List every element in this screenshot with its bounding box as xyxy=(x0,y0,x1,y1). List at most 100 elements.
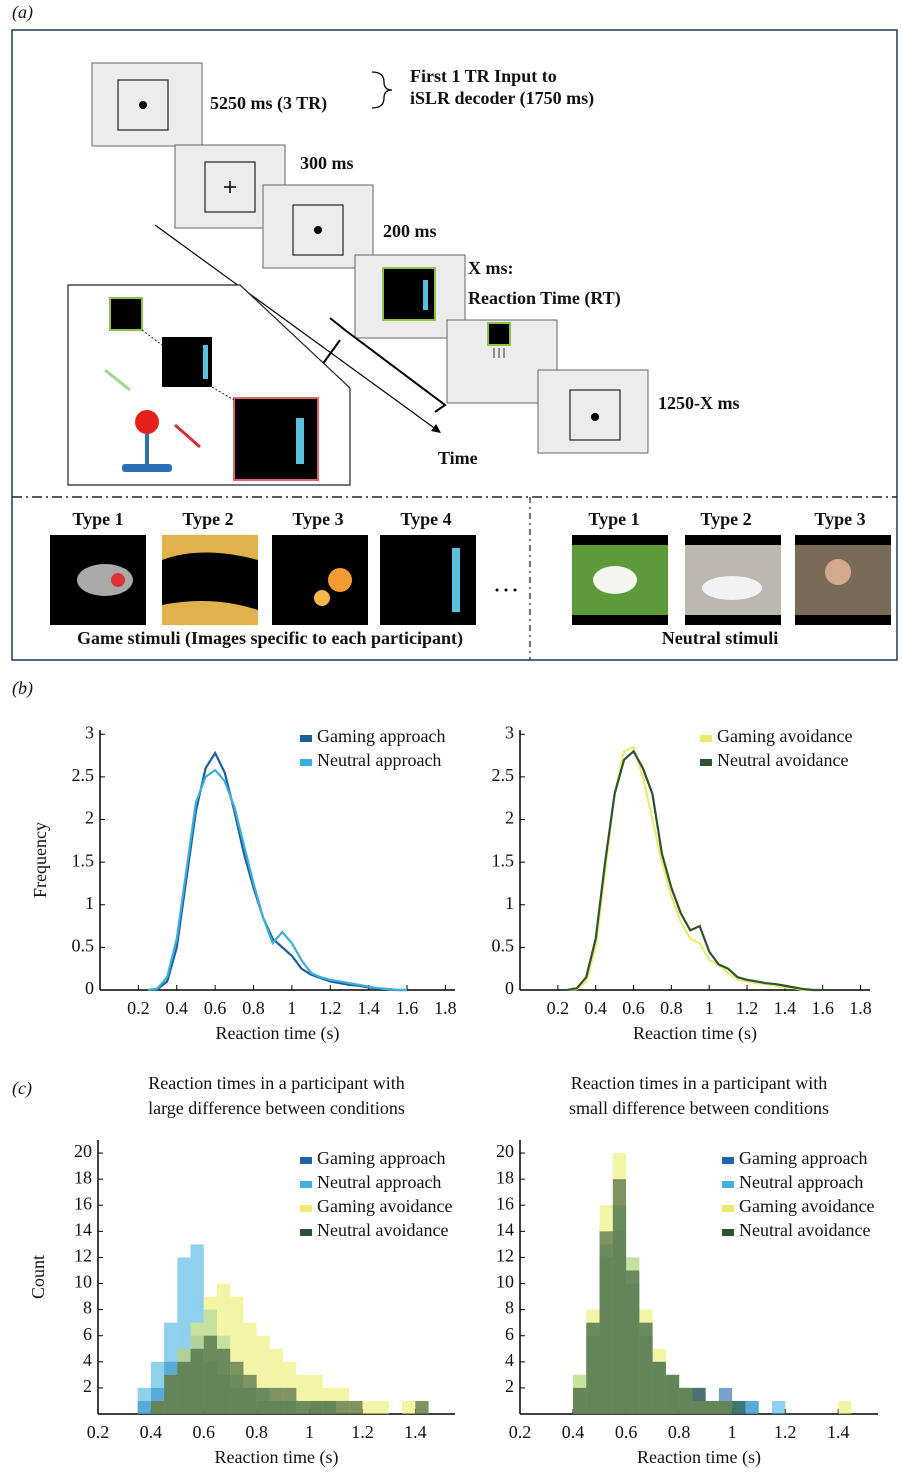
ellipsis-dot xyxy=(514,589,517,592)
fixation-dot xyxy=(314,226,322,234)
duration-label: X ms: xyxy=(468,258,514,278)
y-tick-label: 2 xyxy=(83,1376,92,1396)
image-detail xyxy=(825,559,851,585)
duration-label: 300 ms xyxy=(300,153,354,173)
legend-swatch xyxy=(722,1229,734,1236)
y-tick-label: 14 xyxy=(74,1219,92,1239)
stimulus-detail xyxy=(423,280,428,310)
histogram-bar xyxy=(362,1401,375,1414)
x-tick-label: 1.2 xyxy=(774,1422,797,1442)
caption: Neutral stimuli xyxy=(662,628,779,648)
legend-swatch xyxy=(722,1205,734,1212)
histogram-bar xyxy=(191,1349,204,1414)
x-tick-label: 1.4 xyxy=(774,998,797,1018)
image-detail xyxy=(702,576,762,600)
legend-swatch xyxy=(722,1157,734,1164)
panel-label: (c) xyxy=(12,1078,32,1099)
chart-title: large difference between conditions xyxy=(148,1098,405,1118)
y-tick-label: 0 xyxy=(505,978,514,998)
histogram-bar xyxy=(270,1388,283,1414)
panel-a: (a) 5250 ms (3 TR) 300 ms 200 ms X ms: R… xyxy=(12,2,897,660)
legend-label: Neutral avoidance xyxy=(739,1220,870,1240)
arrow-head xyxy=(431,424,441,433)
legend-swatch xyxy=(300,1229,312,1236)
panel-label: (b) xyxy=(12,678,33,699)
x-tick-label: 0.8 xyxy=(668,1422,691,1442)
y-tick-label: 1.5 xyxy=(492,850,515,870)
legend-swatch xyxy=(300,759,312,766)
histogram-bar xyxy=(243,1375,256,1414)
x-tick-label: 0.4 xyxy=(140,1422,163,1442)
image-detail xyxy=(452,548,460,612)
legend-label: Gaming avoidance xyxy=(739,1196,874,1216)
y-tick-label: 12 xyxy=(496,1246,514,1266)
x-axis-label: Reaction time (s) xyxy=(215,1447,339,1468)
histogram-bar xyxy=(336,1401,349,1414)
x-tick-label: 0.8 xyxy=(660,998,683,1018)
x-tick-label: 1.2 xyxy=(319,998,342,1018)
x-tick-label: 1.2 xyxy=(351,1422,374,1442)
type-label: Type 1 xyxy=(72,509,123,529)
histogram-bar xyxy=(349,1401,362,1414)
type-label: Type 2 xyxy=(700,509,751,529)
joystick-ball xyxy=(135,410,159,434)
chart: Reaction times in a participant withsmal… xyxy=(496,1073,878,1468)
y-tick-label: 1.5 xyxy=(72,850,95,870)
histogram-bar xyxy=(666,1375,679,1414)
stimulus-detail xyxy=(203,345,208,379)
legend-swatch xyxy=(300,1157,312,1164)
type-label: Type 1 xyxy=(588,509,639,529)
density-line xyxy=(567,747,822,990)
histogram-bar xyxy=(296,1401,309,1414)
y-tick-label: 8 xyxy=(83,1298,92,1318)
x-tick-label: 0.4 xyxy=(584,998,607,1018)
chart-title: Reaction times in a participant with xyxy=(148,1073,404,1093)
type-label: Type 3 xyxy=(292,509,343,529)
x-tick-label: 1 xyxy=(728,1422,737,1442)
legend-label: Neutral approach xyxy=(739,1172,863,1192)
x-tick-label: 0.6 xyxy=(615,1422,638,1442)
legend-swatch xyxy=(700,759,712,766)
x-axis-label: Reaction time (s) xyxy=(216,1023,340,1044)
legend-swatch xyxy=(722,1181,734,1188)
x-axis-label: Reaction time (s) xyxy=(637,1447,761,1468)
y-tick-label: 2 xyxy=(85,808,94,828)
y-axis-label: Count xyxy=(28,1255,48,1299)
chart-title: small difference between conditions xyxy=(569,1098,829,1118)
y-tick-label: 0.5 xyxy=(492,936,515,956)
y-tick-label: 4 xyxy=(505,1350,514,1370)
x-tick-label: 0.2 xyxy=(87,1422,110,1442)
duration-label: 1250-X ms xyxy=(658,393,740,413)
type-label: Type 4 xyxy=(400,509,451,529)
chart: Reaction times in a participant with larg… xyxy=(28,1073,455,1468)
histogram-bar xyxy=(376,1401,389,1414)
histogram-bar xyxy=(204,1336,217,1414)
histogram-bar xyxy=(415,1401,428,1414)
inset-stimulus xyxy=(110,298,142,330)
image-detail xyxy=(314,590,330,606)
y-tick-label: 1 xyxy=(505,893,514,913)
legend-label: Neutral approach xyxy=(317,750,441,770)
legend-label: Neutral avoidance xyxy=(717,750,848,770)
x-tick-label: 0.2 xyxy=(127,998,150,1018)
x-tick-label: 1.6 xyxy=(811,998,834,1018)
y-tick-label: 10 xyxy=(74,1272,92,1292)
x-tick-label: 1 xyxy=(305,1422,314,1442)
legend-swatch xyxy=(300,1205,312,1212)
duration-label: Reaction Time (RT) xyxy=(468,288,621,309)
histogram-bar xyxy=(177,1362,190,1414)
image-detail xyxy=(593,566,637,594)
histogram-bar xyxy=(164,1375,177,1414)
image-detail xyxy=(111,573,125,587)
x-tick-label: 0.6 xyxy=(193,1422,216,1442)
histogram-bar xyxy=(653,1362,666,1414)
game-image xyxy=(272,535,368,625)
x-tick-label: 1.4 xyxy=(404,1422,427,1442)
x-tick-label: 0.8 xyxy=(242,998,265,1018)
x-tick-label: 0.6 xyxy=(622,998,645,1018)
stimulus-detail xyxy=(296,418,304,464)
joystick-stick xyxy=(145,430,149,464)
decoder-note: First 1 TR Input to xyxy=(410,66,557,86)
duration-label: 5250 ms (3 TR) xyxy=(210,93,327,114)
